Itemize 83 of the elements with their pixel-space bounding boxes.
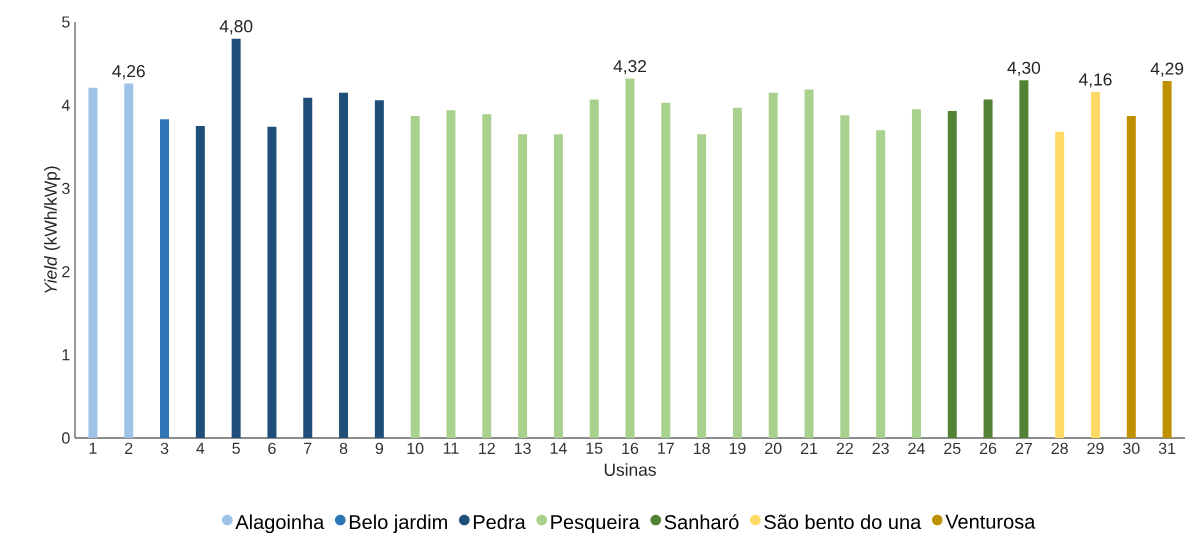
bar	[1090, 91, 1100, 438]
x-tick-label: 7	[304, 442, 312, 454]
legend-label: São bento do una	[764, 514, 922, 530]
x-tick-label: 18	[693, 442, 710, 455]
y-tick-label: 1	[62, 349, 70, 361]
x-tick-label: 21	[800, 442, 818, 454]
x-tick-label: 15	[586, 442, 603, 454]
x-tick-label: 12	[479, 442, 495, 454]
x-tick-label: 4	[196, 442, 205, 454]
y-tick-label: 3	[62, 182, 70, 195]
x-tick-label: 23	[872, 442, 889, 455]
y-tick-label: 4	[61, 99, 70, 111]
x-tick-label: 24	[908, 442, 925, 454]
x-tick-label: 6	[268, 442, 276, 455]
x-tick-label: 11	[443, 442, 459, 454]
x-tick-label: 26	[979, 442, 997, 455]
x-tick-label: 30	[1123, 442, 1140, 455]
x-tick-label: 3	[160, 442, 169, 455]
y-tick-label: 2	[62, 266, 70, 278]
y-axis-title: Yield (kWh/kWp)	[44, 166, 61, 293]
bar	[446, 110, 456, 438]
legend-label: Pesqueira	[551, 514, 640, 534]
bar	[1162, 81, 1172, 438]
x-tick-label: 5	[232, 442, 240, 454]
bar	[804, 89, 814, 438]
bar	[339, 92, 349, 438]
bar	[195, 126, 205, 438]
bar	[625, 78, 635, 438]
bar	[876, 130, 886, 438]
x-tick-label: 9	[375, 442, 384, 455]
data-label: 4,16	[1079, 73, 1112, 88]
x-tick-label: 14	[550, 442, 567, 454]
bar	[768, 92, 778, 438]
x-tick-label: 25	[944, 442, 961, 455]
x-tick-label: 13	[514, 442, 531, 455]
data-label: 4,30	[1007, 61, 1041, 76]
bar	[231, 38, 241, 438]
x-tick-label: 2	[125, 442, 133, 454]
data-label: 4,29	[1150, 62, 1184, 77]
x-tick-label: 20	[765, 442, 782, 455]
x-tick-label: 19	[729, 442, 746, 455]
bar	[1055, 131, 1065, 438]
x-tick-label: 8	[339, 442, 348, 455]
bar	[410, 116, 420, 438]
data-label: 4,26	[112, 64, 145, 80]
bar	[840, 115, 850, 438]
bar	[374, 100, 384, 438]
y-tick-label: 0	[62, 432, 70, 444]
bar	[518, 134, 528, 438]
bar	[160, 119, 170, 438]
bar	[88, 87, 98, 438]
legend-label: Sanharó	[664, 514, 739, 530]
bar	[1019, 80, 1029, 438]
legend-label: Alagoinha	[235, 514, 325, 534]
legend-label: Belo jardim	[349, 514, 447, 534]
data-label: 4,80	[219, 20, 253, 35]
x-tick-label: 10	[407, 442, 424, 455]
bar	[697, 134, 707, 438]
bar	[303, 97, 313, 438]
legend-label: Venturosa	[945, 514, 1036, 529]
x-tick-label: 22	[836, 442, 853, 454]
bar	[732, 107, 742, 438]
x-axis-title: Usinas	[604, 463, 656, 476]
x-tick-label: 31	[1158, 442, 1176, 455]
bar	[589, 99, 599, 438]
bar	[661, 102, 671, 438]
bar	[947, 111, 957, 438]
bar	[1126, 116, 1136, 438]
bar	[553, 134, 563, 438]
bar	[911, 109, 921, 438]
legend-label: Pedra	[473, 514, 526, 530]
y-tick-label: 5	[62, 16, 70, 28]
x-tick-label: 27	[1015, 442, 1032, 454]
x-tick-label: 17	[658, 442, 674, 454]
bar	[124, 83, 134, 438]
x-tick-label: 16	[622, 442, 639, 455]
bar	[482, 114, 492, 438]
x-tick-label: 1	[89, 442, 97, 454]
x-tick-label: 29	[1087, 442, 1104, 455]
bar	[983, 99, 993, 438]
x-tick-label: 28	[1051, 442, 1068, 455]
bar	[267, 126, 277, 438]
data-label: 4,32	[613, 59, 646, 75]
